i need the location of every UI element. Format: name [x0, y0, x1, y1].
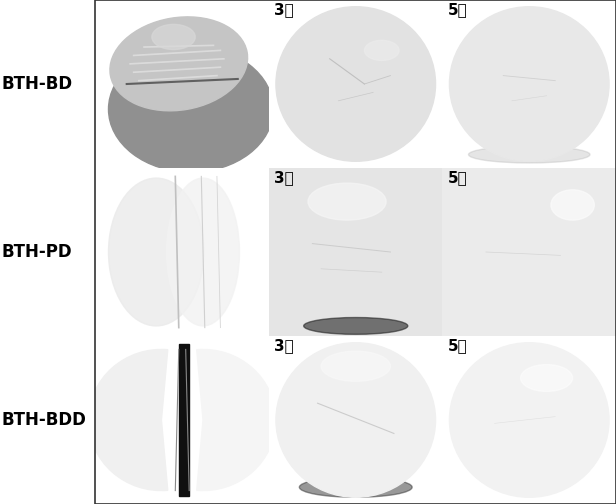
Ellipse shape: [299, 477, 412, 497]
Text: 5天: 5天: [447, 3, 467, 18]
Bar: [179, 344, 189, 495]
FancyBboxPatch shape: [261, 161, 451, 343]
Ellipse shape: [365, 40, 399, 60]
Text: BTH-BD: BTH-BD: [1, 75, 72, 93]
FancyBboxPatch shape: [429, 155, 616, 349]
Ellipse shape: [304, 318, 408, 334]
Circle shape: [276, 343, 436, 497]
Ellipse shape: [110, 17, 248, 111]
Ellipse shape: [551, 190, 594, 220]
Wedge shape: [197, 349, 276, 490]
Ellipse shape: [166, 178, 240, 326]
Ellipse shape: [321, 351, 391, 382]
Text: BTH-PD: BTH-PD: [1, 243, 72, 261]
Ellipse shape: [304, 128, 408, 148]
Text: 3天: 3天: [274, 170, 294, 185]
Circle shape: [276, 7, 436, 161]
Circle shape: [450, 7, 609, 161]
Ellipse shape: [152, 24, 195, 49]
Ellipse shape: [521, 364, 573, 392]
Ellipse shape: [108, 178, 204, 326]
Text: 5天: 5天: [447, 170, 467, 185]
Circle shape: [450, 343, 609, 497]
Ellipse shape: [108, 46, 274, 172]
Text: BTH-BDD: BTH-BDD: [1, 411, 86, 429]
Wedge shape: [89, 349, 168, 490]
Text: 3天: 3天: [274, 339, 294, 353]
Text: 5天: 5天: [447, 339, 467, 353]
Text: 3天: 3天: [274, 3, 294, 18]
Ellipse shape: [308, 183, 386, 220]
Ellipse shape: [469, 146, 590, 163]
